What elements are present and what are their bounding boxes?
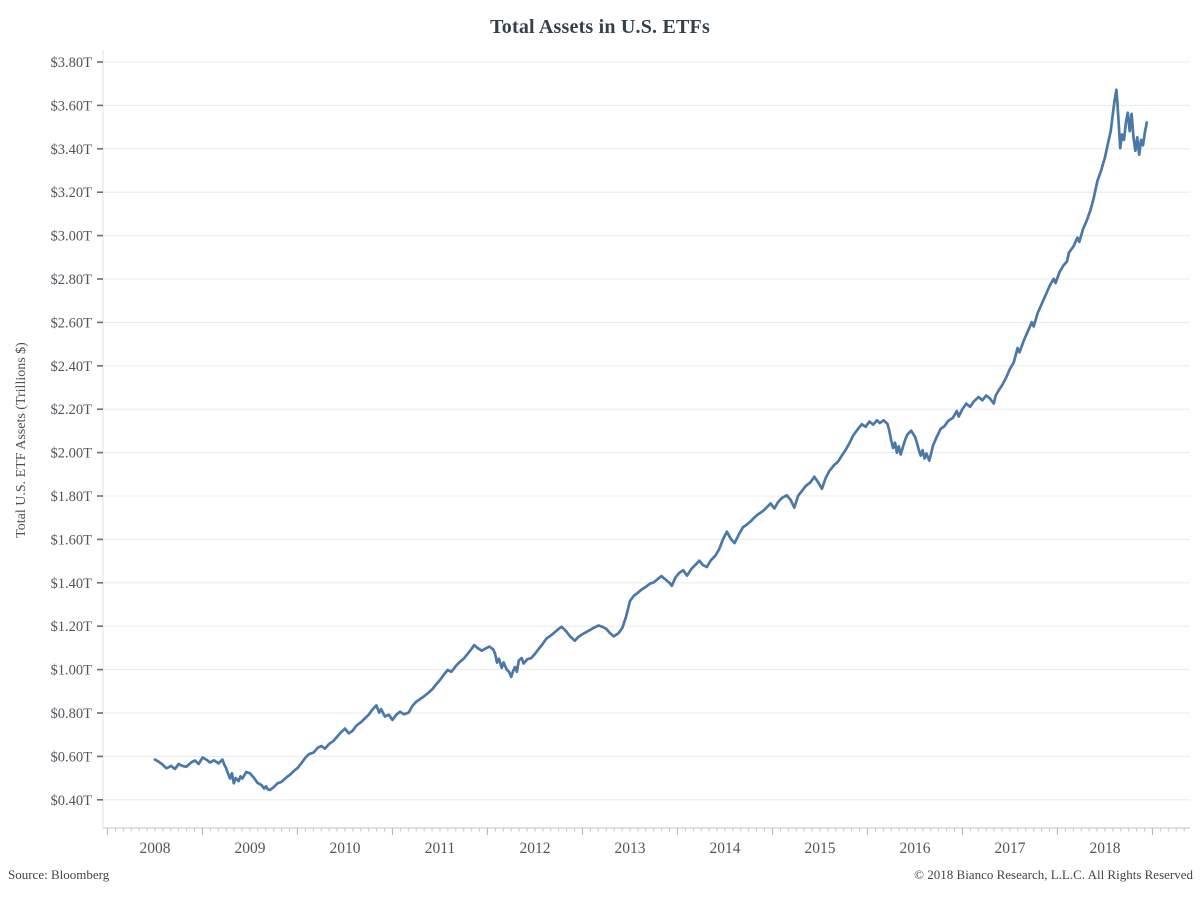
svg-text:$1.80T: $1.80T (51, 489, 93, 505)
svg-text:2010: 2010 (329, 840, 360, 857)
svg-text:$1.00T: $1.00T (51, 663, 93, 679)
svg-text:$0.40T: $0.40T (51, 793, 93, 809)
chart-title: Total Assets in U.S. ETFs (490, 16, 710, 38)
y-axis-labels: $0.40T $0.60T $0.80T $1.00T $1.20T $1.40T $1.6… (51, 55, 93, 809)
svg-text:$2.40T: $2.40T (51, 359, 93, 375)
svg-text:$2.00T: $2.00T (51, 446, 93, 462)
chart-footer: Source: Bloomberg © 2018 Bianco Research… (0, 864, 1200, 888)
svg-text:$3.80T: $3.80T (51, 55, 93, 71)
svg-text:$2.20T: $2.20T (51, 402, 93, 418)
svg-text:$0.60T: $0.60T (51, 749, 93, 765)
svg-text:$2.60T: $2.60T (51, 315, 93, 331)
svg-text:2013: 2013 (614, 840, 645, 857)
svg-text:2014: 2014 (709, 840, 740, 857)
gridlines (103, 61, 1190, 801)
x-axis-labels: 2008 2009 2010 2011 2012 2013 2014 2015 2016 2017… (139, 840, 1120, 857)
x-axis-ticks (106, 828, 1185, 835)
etf-assets-line (153, 88, 1149, 792)
svg-text:2011: 2011 (425, 840, 455, 857)
svg-text:2009: 2009 (234, 840, 265, 857)
svg-text:$0.80T: $0.80T (51, 706, 93, 722)
svg-text:$1.20T: $1.20T (51, 619, 93, 635)
svg-text:2018: 2018 (1089, 840, 1120, 857)
svg-text:$3.40T: $3.40T (51, 142, 93, 158)
svg-text:2016: 2016 (899, 840, 930, 857)
axis-frame (102, 50, 1190, 829)
copyright-note: © 2018 Bianco Research, L.L.C. All Right… (914, 867, 1193, 882)
source-note: Source: Bloomberg (8, 867, 110, 882)
svg-text:$2.80T: $2.80T (51, 272, 93, 288)
svg-text:2008: 2008 (139, 840, 170, 857)
svg-text:2015: 2015 (804, 840, 835, 857)
svg-text:$1.60T: $1.60T (51, 532, 93, 548)
svg-text:$3.00T: $3.00T (51, 229, 93, 245)
svg-text:$3.20T: $3.20T (51, 185, 93, 201)
svg-text:$1.40T: $1.40T (51, 576, 93, 592)
svg-text:$3.60T: $3.60T (51, 98, 93, 114)
chart-canvas: $0.40T $0.60T $0.80T $1.00T $1.20T $1.40T $1.6… (51, 50, 1190, 857)
svg-text:2017: 2017 (994, 840, 1025, 857)
svg-text:2012: 2012 (519, 840, 550, 857)
y-axis-ticks (97, 61, 103, 801)
